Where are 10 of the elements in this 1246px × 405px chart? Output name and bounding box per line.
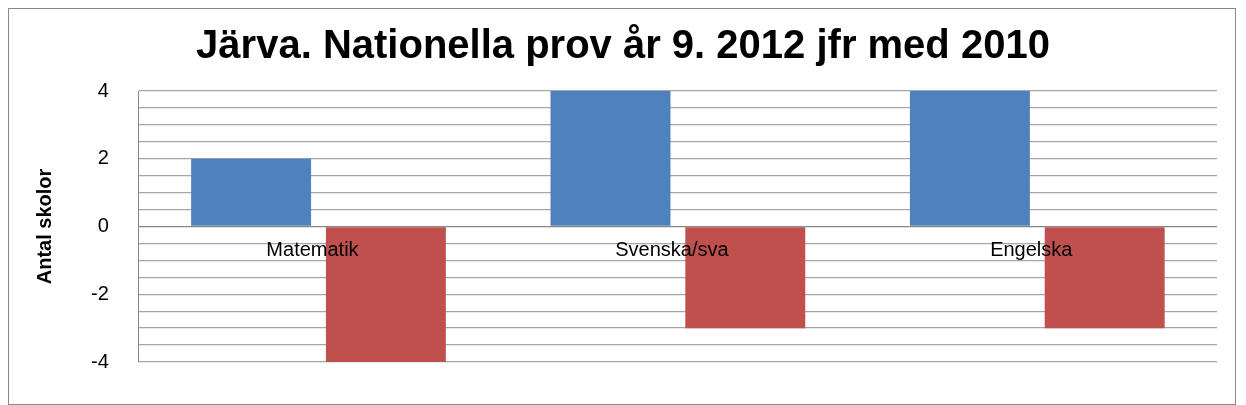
bar: [550, 91, 671, 226]
y-tick-label: 4: [97, 78, 109, 101]
chart-title: Järva. Nationella prov år 9. 2012 jfr med 2010: [196, 22, 1050, 67]
y-tick-label: -2: [90, 281, 109, 304]
y-axis-title: Antal skolor: [32, 168, 55, 285]
bar: [909, 91, 1030, 226]
bar: [191, 158, 312, 226]
y-tick-label: -4: [90, 349, 109, 372]
y-tick-label: 0: [97, 214, 109, 237]
y-tick-label: 2: [97, 146, 109, 169]
